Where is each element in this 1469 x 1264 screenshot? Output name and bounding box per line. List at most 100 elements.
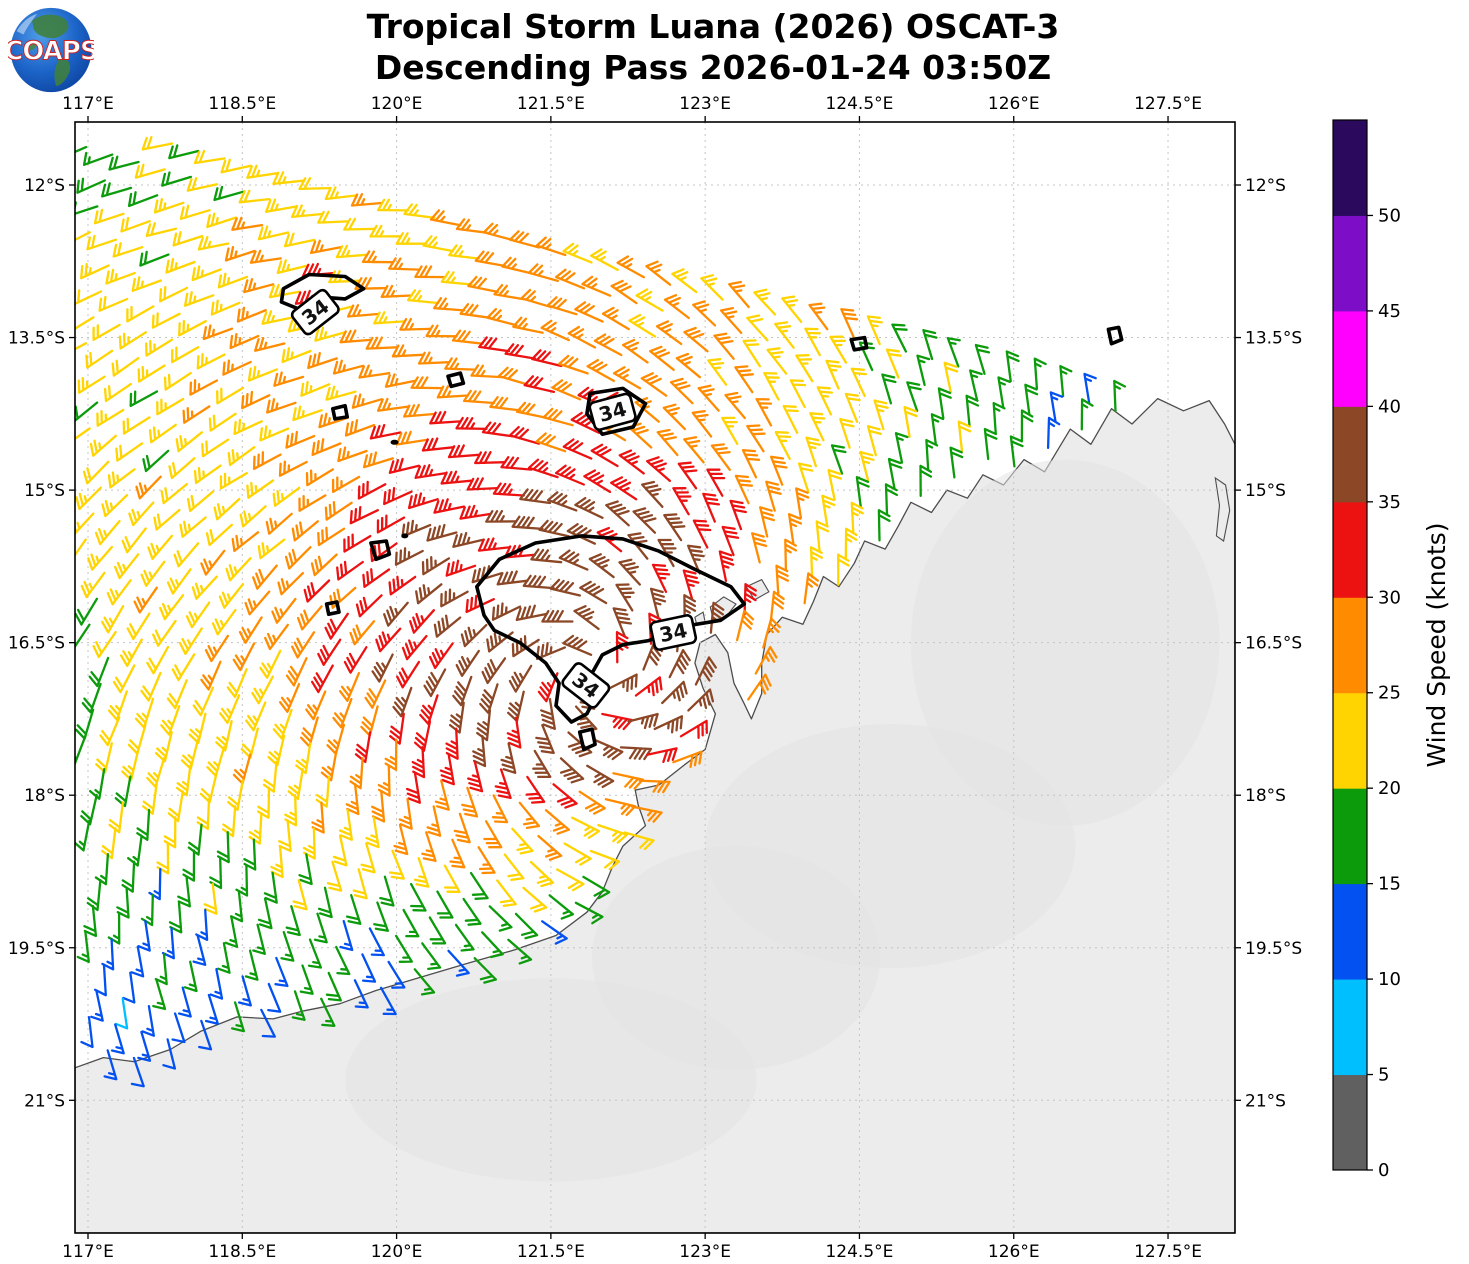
wind-barb	[455, 416, 488, 431]
wind-barb	[246, 164, 279, 179]
wind-barb	[753, 288, 777, 316]
lat-label-right: 16.5°S	[1245, 634, 1302, 654]
wind-barb	[795, 354, 814, 383]
wind-barb	[789, 379, 807, 409]
wind-barb	[769, 590, 785, 623]
lon-label-top: 124.5°E	[825, 94, 893, 114]
colorbar-tick-label: 35	[1378, 492, 1401, 513]
wind-barb	[197, 235, 230, 251]
wind-barb	[153, 508, 181, 531]
wind-barb	[85, 349, 114, 369]
lat-label-left: 16.5°S	[8, 634, 65, 654]
wind-barb	[489, 396, 522, 412]
wind-barb	[474, 451, 507, 465]
wind-barb	[344, 419, 376, 437]
wind-barb	[287, 768, 304, 801]
wind-barb	[338, 671, 361, 702]
wind-barb	[112, 664, 136, 694]
wind-barb	[618, 558, 641, 586]
wind-barb	[540, 319, 571, 342]
contour-label-box	[649, 614, 698, 651]
wind-barb	[436, 385, 469, 399]
wind-barb	[318, 412, 350, 429]
wind-barb	[574, 901, 604, 925]
lon-label-top: 121.5°E	[517, 94, 585, 114]
wind-barb	[278, 819, 292, 853]
wind-barb	[99, 716, 121, 747]
wind-barb	[672, 487, 692, 516]
wind-barb	[317, 210, 350, 224]
gridlines	[75, 122, 1235, 1233]
wind-barb	[552, 783, 578, 809]
wind-barb	[405, 771, 421, 804]
wind-barb	[140, 560, 166, 587]
wind-barb	[483, 820, 503, 849]
wind-barb	[746, 314, 769, 342]
wind-barb	[375, 627, 402, 653]
wind-barb	[274, 956, 289, 988]
wind-barb	[409, 609, 436, 634]
wind-barb	[281, 347, 312, 364]
wind-barb	[173, 542, 200, 568]
wind-barb	[601, 712, 633, 731]
wind-barb	[193, 149, 226, 165]
wind-barb	[244, 590, 271, 616]
wind-barb	[76, 930, 90, 963]
wind-barb	[527, 263, 559, 283]
wind-barb	[682, 569, 700, 601]
wind-barb	[278, 682, 301, 713]
wind-barb	[445, 727, 459, 760]
colorbar-segment	[1333, 883, 1367, 980]
wind-barb	[596, 526, 623, 553]
wind-barb	[120, 216, 151, 233]
wind-barb	[388, 257, 421, 271]
wind-barb	[129, 390, 159, 408]
wind-barb	[590, 443, 619, 468]
wind-barb	[238, 189, 271, 204]
wind-barb	[721, 416, 739, 446]
wind-barb	[492, 482, 525, 497]
wind-barb	[249, 249, 282, 264]
wind-barb	[582, 875, 611, 900]
wind-barb	[479, 683, 499, 715]
wind-barb	[1113, 379, 1127, 413]
wind-barb	[156, 397, 185, 416]
wind-barb	[177, 875, 191, 908]
wind-barb	[421, 942, 442, 971]
wind-barb	[601, 306, 630, 331]
wind-barb	[231, 531, 260, 553]
wind-barb	[571, 816, 601, 839]
wind-barb	[830, 444, 847, 475]
wind-barb	[211, 608, 237, 636]
wind-barb	[809, 412, 826, 442]
wind-barb	[160, 482, 189, 505]
wind-barb	[80, 571, 106, 599]
wind-barb	[586, 358, 615, 383]
wind-barb	[916, 354, 931, 387]
wind-barb	[332, 359, 365, 375]
colorbar-segment	[1333, 1074, 1367, 1171]
wind-barb	[166, 679, 188, 710]
wind-barb	[743, 583, 757, 616]
wind-barb	[365, 816, 380, 849]
wind-barb	[508, 425, 541, 445]
wind-barb	[392, 686, 413, 718]
wind-barb	[1059, 365, 1073, 398]
wind-barb	[507, 938, 533, 965]
logo-text: COAPS	[8, 36, 94, 66]
wind-barb	[563, 842, 592, 866]
wind-barb	[508, 664, 533, 693]
wind-barb	[477, 846, 496, 875]
wind-barb	[313, 912, 328, 944]
wind-barb	[421, 437, 454, 452]
wind-barb	[257, 225, 290, 241]
wind-barb	[501, 256, 533, 275]
wind-barb	[414, 265, 447, 279]
wind-barb	[168, 144, 200, 160]
wind-barb	[130, 1056, 145, 1088]
wind-barb	[204, 993, 219, 1025]
wind-barb	[616, 255, 646, 279]
wind-barb	[556, 868, 585, 892]
wind-barb	[514, 912, 539, 940]
